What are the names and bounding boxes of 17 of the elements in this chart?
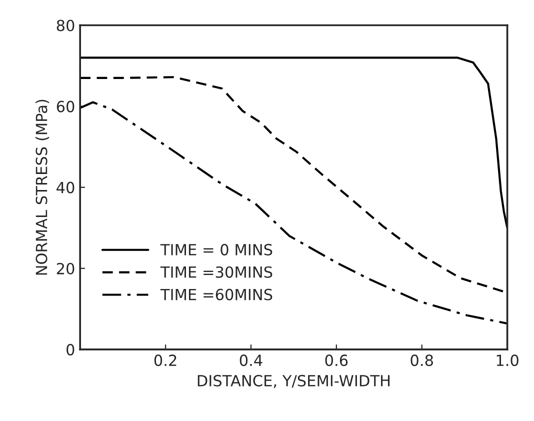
- legend-label: TIME =60MINS: [160, 288, 272, 300]
- line-series: [80, 56, 508, 229]
- legend-label: TIME = 0 MINS: [160, 244, 272, 256]
- legend-label: TIME =30MINS: [160, 266, 272, 278]
- x-tick-label: 0.6: [325, 354, 348, 366]
- y-tick-label: 0: [66, 344, 74, 356]
- x-tick-label: 0.2: [154, 354, 176, 366]
- x-tick-label: 0.4: [240, 354, 262, 366]
- y-axis-title: NORMAL STRESS (MPa): [35, 100, 50, 275]
- y-tick-label: 60: [56, 100, 74, 112]
- y-tick-label: 80: [56, 20, 74, 32]
- x-axis-title: DISTANCE, Y/SEMI-WIDTH: [198, 374, 390, 388]
- y-tick-label: 20: [56, 262, 74, 274]
- y-tick-label: 40: [56, 182, 74, 194]
- x-tick-label: 1.0: [496, 354, 518, 366]
- x-tick-label: 0.8: [410, 354, 433, 366]
- line-series: [80, 101, 508, 325]
